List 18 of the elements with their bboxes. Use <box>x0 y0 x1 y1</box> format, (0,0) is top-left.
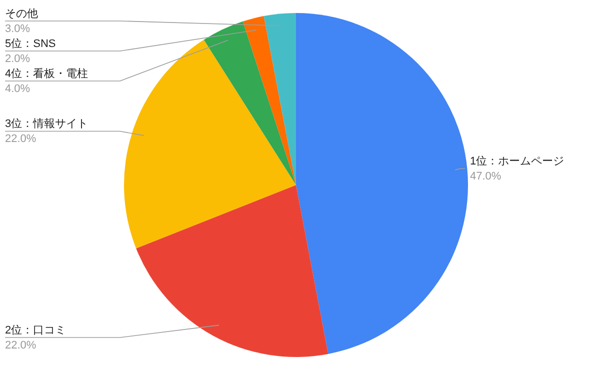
data-label: 22.0% <box>5 339 36 352</box>
data-label: 47.0% <box>470 170 502 183</box>
data-label: 22.0% <box>5 133 36 146</box>
slice-label: 4位：看板・電柱 <box>5 67 88 80</box>
data-label: 4.0% <box>5 83 30 95</box>
pie-slice <box>242 16 296 185</box>
pie-slice <box>124 40 296 248</box>
slice-label: 5位：SNS <box>5 38 56 50</box>
pie-slice <box>296 13 468 354</box>
pie-slice <box>204 21 296 185</box>
slice-label: 3位：情報サイト <box>5 117 88 130</box>
data-label: 2.0% <box>5 53 30 65</box>
data-label: 3.0% <box>5 23 30 35</box>
pie-slice <box>136 185 328 357</box>
slice-label: 1位：ホームページ <box>470 156 564 168</box>
slice-label: その他 <box>5 8 38 20</box>
slice-label: 2位：口コミ <box>5 324 66 336</box>
pie-slice <box>264 13 296 185</box>
